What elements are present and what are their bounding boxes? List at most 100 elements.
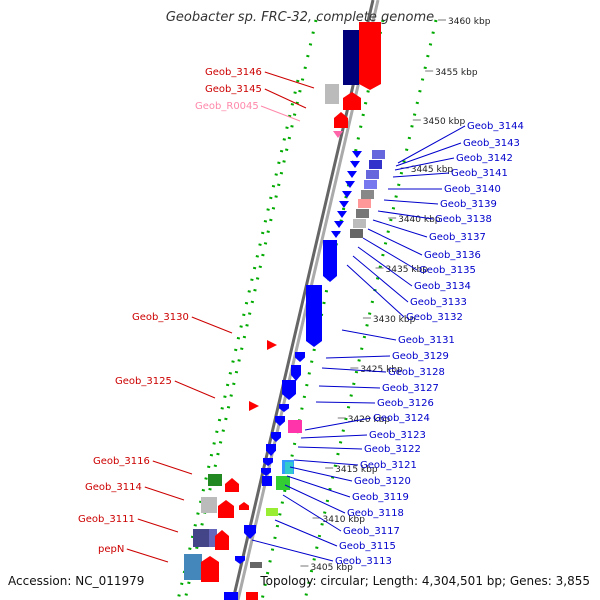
gene-label-left: Geob_3145 [205, 84, 262, 95]
feature-gene [246, 592, 258, 600]
label-leader [152, 460, 193, 475]
feature-gene [356, 209, 369, 218]
feature-gene [271, 432, 281, 442]
label-leader [300, 434, 368, 439]
scale-tick-label: 3445 kbp [411, 165, 454, 175]
gene-label-right: Geob_3137 [429, 232, 486, 243]
feature-rna [333, 131, 343, 138]
grid-rail [176, 79, 300, 600]
gene-label-right: Geob_3124 [373, 413, 430, 424]
grid-layer: 3460 kbp 3455 kbp 3450 kbp 3445 kbp 3440 kbp… [176, 17, 491, 600]
gene-label-right: Geob_3139 [440, 199, 497, 210]
feature-gene [334, 221, 344, 228]
label-leader [346, 264, 405, 318]
label-leader [372, 219, 428, 238]
label-leader [264, 71, 315, 89]
gene-label-right: Geob_3141 [451, 168, 508, 179]
feature-gene [291, 365, 301, 381]
label-leader [367, 228, 423, 256]
feature-gene [208, 474, 222, 486]
feature-gene [372, 150, 385, 159]
label-layer: Geob_3146 Geob_3145 Geob_R0045 Geob_3130 Geo… [78, 67, 524, 567]
feature-gene [261, 468, 271, 476]
feature-gene [350, 161, 360, 168]
gene-label-right: Geob_3128 [388, 367, 445, 378]
scale-tick-label: 3425 kbp [360, 365, 403, 375]
feature-gene [339, 201, 349, 208]
feature-gene [306, 285, 322, 347]
gene-label-right: Geob_3120 [354, 476, 411, 487]
label-leader [286, 475, 351, 498]
feature-gene [279, 404, 289, 412]
feature-gene [235, 556, 245, 564]
feature-gene [352, 151, 362, 158]
scale-tick-label: 3410 kbp [323, 515, 366, 525]
feature-gene [276, 476, 290, 490]
gene-label-right: Geob_3131 [398, 335, 455, 346]
label-leader [260, 105, 301, 122]
feature-gene [209, 529, 217, 547]
gene-label-right: Geob_3119 [352, 492, 409, 503]
gene-label-right: Geob_3143 [463, 138, 520, 149]
scale-tick-label: 3420 kbp [348, 415, 391, 425]
scale-tick-label: 3415 kbp [335, 465, 378, 475]
feature-gene [369, 160, 382, 169]
gene-label-left: Geob_3114 [85, 482, 142, 493]
gene-label-right: Geob_3113 [335, 556, 392, 567]
gene-label-right: Geob_3129 [392, 351, 449, 362]
grid-rail [260, 19, 385, 600]
label-leader [362, 237, 418, 271]
label-leader [144, 486, 185, 501]
feature-gene [331, 231, 341, 238]
gene-label-right: Geob_3122 [364, 444, 421, 455]
label-leader [357, 246, 413, 287]
topology-text: Topology: circular; Length: 4,304,501 bp… [260, 574, 590, 588]
gene-label-left: Geob_3130 [132, 312, 189, 323]
scale-tick-label: 3455 kbp [435, 68, 478, 78]
label-leader [377, 210, 434, 220]
feature-gene [334, 112, 348, 128]
feature-gene [250, 562, 262, 568]
gene-label-right: Geob_3142 [456, 153, 513, 164]
label-leader [264, 88, 307, 109]
scale-tick-label: 3435 kbp [386, 265, 429, 275]
label-leader [394, 157, 455, 171]
label-leader [284, 484, 346, 514]
label-leader [274, 519, 338, 547]
accession-text: Accession: NC_011979 [8, 574, 145, 588]
feature-gene [364, 180, 377, 189]
gene-label-left: Geob_3125 [115, 376, 172, 387]
feature-gene [193, 529, 209, 547]
gene-label-right: Geob_3138 [435, 214, 492, 225]
gene-label-right: Geob_3144 [467, 121, 524, 132]
feature-gene [343, 30, 359, 85]
label-leader [304, 417, 372, 431]
gene-label-right: Geob_3140 [444, 184, 501, 195]
feature-gene [337, 211, 347, 218]
feature-gene [366, 170, 379, 179]
feature-gene [184, 554, 202, 580]
genome-title: Geobacter sp. FRC-32, complete genome [165, 10, 435, 25]
feature-gene [244, 525, 256, 539]
feature-gene [262, 476, 272, 486]
label-leader [321, 367, 387, 373]
feature-gene [345, 181, 355, 188]
feature-gene [266, 444, 276, 456]
feature-gene [295, 352, 305, 362]
gene-label-right: Geob_3117 [343, 526, 400, 537]
gene-label-right: Geob_3121 [360, 460, 417, 471]
gene-label-left: pepN [98, 544, 124, 555]
feature-gene [224, 592, 238, 600]
label-leader [352, 255, 409, 303]
label-leader [126, 548, 169, 563]
label-leader [137, 518, 179, 533]
label-leader [315, 401, 376, 404]
label-leader [282, 494, 342, 532]
gene-label-right: Geob_3123 [369, 430, 426, 441]
gene-label-right: Geob_3136 [424, 250, 481, 261]
label-leader [395, 142, 462, 167]
label-leader [251, 539, 334, 562]
feature-gene [249, 401, 259, 411]
gene-label-right: Geob_3127 [382, 383, 439, 394]
